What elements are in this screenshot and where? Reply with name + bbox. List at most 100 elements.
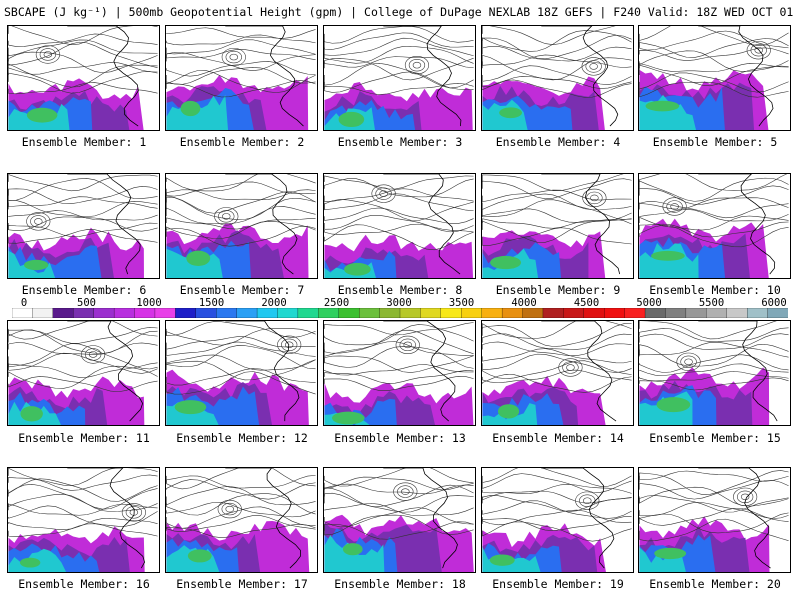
ensemble-member-label: Ensemble Member: 13 [334,431,466,445]
cape-shading [482,375,606,425]
map-plot [166,468,316,572]
colorbar-tick-label: 5000 [636,297,662,309]
map-panel [323,173,476,279]
colorbar-tick-label: 3500 [448,297,475,309]
cape-shading [166,369,309,425]
ensemble-member-label: Ensemble Member: 5 [652,135,778,149]
cape-shading [324,81,473,130]
map-plot [8,468,158,572]
colorbar-swatch [665,308,687,318]
map-panel [323,467,476,573]
colorbar-swatch [12,308,34,318]
cape-shading [482,76,605,130]
cape-shading [324,514,474,572]
colorbar-swatch [52,308,74,318]
coastline [383,174,461,275]
colorbar-tick-label: 6000 [761,297,787,309]
coastline [225,26,304,127]
ensemble-member-label: Ensemble Member: 7 [179,283,305,297]
colorbar-swatch [461,308,483,318]
colorbar-swatch [93,308,115,318]
colorbar-swatch [154,308,177,318]
ensemble-member-label: Ensemble Member: 1 [21,135,147,149]
coastline [383,321,456,422]
height-contours [639,470,789,542]
colorbar-tick-label: 3000 [386,297,412,309]
colorbar-tick-label: 1500 [198,297,225,309]
map-panel [165,173,318,279]
map-plot [166,174,316,278]
height-contours [482,26,632,98]
colorbar-swatch [624,308,646,318]
height-contours [482,468,632,542]
colorbar-swatch [420,308,442,318]
colorbar-swatch [277,308,299,318]
height-contours [166,174,316,247]
cape-shading [166,74,309,130]
cape-shading [639,218,769,278]
ensemble-member-label: Ensemble Member: 9 [495,283,621,297]
colorbar-swatch [338,308,360,318]
ensemble-member-label: Ensemble Member: 4 [495,135,621,149]
height-contours [8,321,158,393]
coastline [541,174,621,275]
coastline [541,321,617,422]
map-panel [165,467,318,573]
colorbar-swatch [32,308,54,318]
colorbar-tick-label: 5500 [698,297,725,309]
ensemble-member-label: Ensemble Member: 15 [649,431,781,445]
colorbar-swatch [236,308,258,318]
map-panel [638,173,791,279]
height-contours [639,26,789,98]
colorbar-swatch [113,308,136,318]
ensemble-member-label: Ensemble Member: 14 [492,431,624,445]
cape-shading [482,523,606,572]
coastline [67,26,139,127]
colorbar-swatch [706,308,728,318]
colorbar-swatch [318,308,340,318]
colorbar-swatch [73,308,95,318]
height-contours [8,26,158,95]
colorbar-swatch [175,308,197,318]
map-plot [8,26,158,130]
colorbar-tick-label: 4000 [511,297,537,309]
map-panel [323,320,476,426]
ensemble-member-label: Ensemble Member: 8 [337,283,463,297]
colorbar-swatch [399,308,422,318]
map-plot [639,26,789,130]
ensemble-member-label: Ensemble Member: 20 [649,577,781,591]
coastline [67,468,146,569]
coastline [225,321,300,422]
map-plot [639,321,789,425]
colorbar-swatch [256,308,279,318]
coastline [225,468,301,569]
colorbar-swatch [644,308,667,318]
ensemble-member-label: Ensemble Member: 17 [176,577,308,591]
coastline [67,321,144,422]
colorbar-swatch [195,308,217,318]
colorbar-swatch [542,308,565,318]
map-plot [166,321,316,425]
height-contours [166,468,316,539]
map-panel [7,320,160,426]
map-panel [165,25,318,131]
height-contours [8,468,158,538]
map-panel [7,467,160,573]
coastline [67,174,141,275]
coastline [698,468,771,569]
ensemble-member-label: Ensemble Member: 6 [21,283,147,297]
cape-shading [639,516,770,572]
colorbar-swatch [726,308,748,318]
ensemble-member-label: Ensemble Member: 3 [337,135,463,149]
colorbar-swatch [134,308,156,318]
cape-shading [8,227,144,278]
map-panel [7,173,160,279]
colorbar-swatch [685,308,707,318]
colorbar-swatch [359,308,381,318]
colorbar-swatch [563,308,585,318]
map-plot [482,174,632,278]
cape-shading [8,526,145,572]
colorbar-tick-label: 4500 [573,297,600,309]
colorbar-swatch [440,308,462,318]
cape-shading [639,69,769,130]
